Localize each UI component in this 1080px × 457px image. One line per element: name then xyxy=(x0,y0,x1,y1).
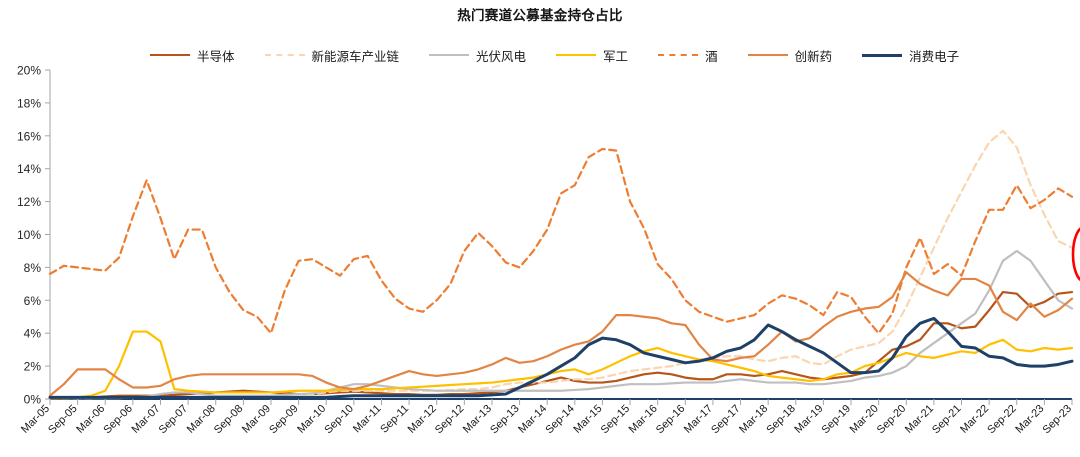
legend-label-2: 光伏风电 xyxy=(476,49,527,64)
x-tick-label-36: Mar-23 xyxy=(1013,403,1046,436)
series-line-6 xyxy=(48,316,1074,399)
legend-swatch-0 xyxy=(150,54,190,56)
y-tick-label-10: 20% xyxy=(17,64,41,78)
x-tick-label-31: Sep-20 xyxy=(875,403,909,437)
x-tick-label-18: Mar-14 xyxy=(516,403,549,436)
chart-legend: 半导体 新能源车产业链 光伏风电 军工 酒 创新药 消费电子 xyxy=(150,44,970,66)
legend-item-6[interactable]: 消费电子 xyxy=(862,46,959,65)
x-tick-label-26: Mar-18 xyxy=(737,403,770,436)
x-tick-label-11: Sep-10 xyxy=(322,403,356,437)
legend-item-4[interactable]: 酒 xyxy=(658,46,718,65)
legend-swatch-2 xyxy=(429,54,470,56)
legend-label-3: 军工 xyxy=(603,49,629,64)
x-tick-label-12: Mar-11 xyxy=(351,403,384,436)
series-line-1 xyxy=(48,129,1074,400)
series-line-3 xyxy=(48,330,1074,400)
x-tick-label-33: Sep-21 xyxy=(930,403,964,437)
x-tick-label-20: Mar-15 xyxy=(571,403,604,436)
y-tick-label-6: 12% xyxy=(17,195,41,209)
x-tick-label-4: Mar-07 xyxy=(129,403,162,436)
legend-label-6: 消费电子 xyxy=(909,49,960,64)
legend-label-0: 半导体 xyxy=(197,49,235,64)
x-tick-label-35: Sep-22 xyxy=(985,403,1019,437)
x-tick-label-22: Mar-16 xyxy=(627,403,660,436)
series-line-2 xyxy=(48,249,1074,400)
x-tick-label-14: Mar-12 xyxy=(406,403,439,436)
legend-label-1: 新能源车产业链 xyxy=(311,49,400,64)
highlight-ellipse xyxy=(1071,227,1080,282)
legend-item-1[interactable]: 新能源车产业链 xyxy=(264,46,400,65)
y-tick-label-1: 2% xyxy=(24,360,42,374)
x-tick-label-27: Sep-18 xyxy=(764,403,798,437)
legend-item-2[interactable]: 光伏风电 xyxy=(429,46,526,65)
x-tick-label-9: Sep-09 xyxy=(267,403,301,437)
x-tick-label-5: Sep-07 xyxy=(157,403,191,437)
x-tick-label-19: Sep-14 xyxy=(543,403,577,437)
x-tick-label-7: Sep-08 xyxy=(212,403,246,437)
legend-item-5[interactable]: 创新药 xyxy=(747,46,833,65)
chart-title: 热门赛道公募基金持仓占比 xyxy=(457,8,623,23)
legend-item-3[interactable]: 军工 xyxy=(556,46,628,65)
x-tick-label-3: Sep-06 xyxy=(101,403,135,437)
x-tick-label-32: Mar-21 xyxy=(903,403,936,436)
y-tick-label-7: 14% xyxy=(17,162,41,176)
legend-label-5: 创新药 xyxy=(794,49,833,64)
x-tick-label-34: Mar-22 xyxy=(958,403,991,436)
series-line-5 xyxy=(48,271,1074,397)
y-tick-label-0: 0% xyxy=(24,393,42,407)
legend-swatch-1 xyxy=(264,54,305,56)
x-tick-label-28: Mar-19 xyxy=(792,403,825,436)
y-tick-label-3: 6% xyxy=(24,294,42,308)
x-tick-label-16: Mar-13 xyxy=(461,403,494,436)
x-tick-label-13: Sep-11 xyxy=(378,403,411,436)
y-tick-label-8: 16% xyxy=(17,129,41,143)
legend-swatch-5 xyxy=(747,54,788,56)
x-tick-label-17: Sep-13 xyxy=(488,403,522,437)
x-tick-label-24: Mar-17 xyxy=(682,403,715,436)
x-tick-label-1: Sep-05 xyxy=(46,403,80,437)
x-tick-label-0: Mar-05 xyxy=(19,403,52,436)
x-tick-label-23: Sep-16 xyxy=(654,403,688,437)
y-tick-label-9: 18% xyxy=(17,96,41,110)
series-line-0 xyxy=(48,290,1074,399)
y-tick-label-4: 8% xyxy=(24,261,42,275)
x-tick-label-6: Mar-08 xyxy=(185,403,218,436)
legend-swatch-6 xyxy=(862,53,903,57)
x-tick-label-2: Mar-06 xyxy=(74,403,107,436)
x-tick-label-30: Mar-20 xyxy=(848,403,881,436)
x-tick-label-15: Sep-12 xyxy=(433,403,467,437)
legend-item-0[interactable]: 半导体 xyxy=(150,46,235,65)
x-tick-label-25: Sep-17 xyxy=(709,403,743,437)
y-tick-label-2: 4% xyxy=(24,327,42,341)
x-tick-label-10: Mar-10 xyxy=(295,403,328,436)
x-tick-label-21: Sep-15 xyxy=(599,403,633,437)
legend-swatch-3 xyxy=(556,54,597,56)
x-tick-label-37: Sep-23 xyxy=(1041,403,1075,437)
series-line-4 xyxy=(48,147,1074,335)
x-tick-label-8: Mar-09 xyxy=(240,403,273,436)
legend-label-4: 酒 xyxy=(705,49,718,64)
x-tick-label-29: Sep-19 xyxy=(820,403,854,437)
y-tick-label-5: 10% xyxy=(17,228,41,242)
legend-swatch-4 xyxy=(658,54,699,56)
